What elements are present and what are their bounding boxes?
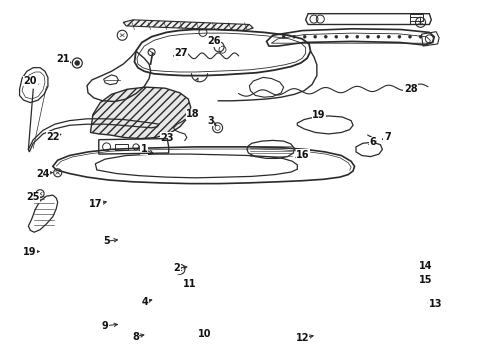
Circle shape <box>418 35 421 38</box>
Text: 14: 14 <box>418 261 431 271</box>
Circle shape <box>313 35 316 38</box>
Circle shape <box>303 35 305 38</box>
Circle shape <box>376 35 379 38</box>
Text: 19: 19 <box>311 110 325 120</box>
Circle shape <box>324 35 326 38</box>
Text: 5: 5 <box>103 236 110 246</box>
Text: 6: 6 <box>368 137 375 147</box>
Circle shape <box>386 35 389 38</box>
Text: 2: 2 <box>173 263 180 273</box>
Text: 23: 23 <box>160 132 174 143</box>
Circle shape <box>75 60 80 66</box>
Text: 11: 11 <box>183 279 196 289</box>
Text: 3: 3 <box>206 116 213 126</box>
Text: 19: 19 <box>22 247 36 257</box>
Circle shape <box>366 35 368 38</box>
Circle shape <box>334 35 337 38</box>
Text: 12: 12 <box>295 333 308 343</box>
Text: 10: 10 <box>197 329 211 339</box>
Text: 1: 1 <box>141 144 147 154</box>
Text: 15: 15 <box>418 275 431 285</box>
Text: 25: 25 <box>26 192 40 202</box>
Text: 28: 28 <box>403 84 417 94</box>
Text: 9: 9 <box>102 321 108 331</box>
Circle shape <box>282 35 285 38</box>
Text: 7: 7 <box>383 132 390 142</box>
Text: 4: 4 <box>142 297 148 307</box>
Text: 27: 27 <box>174 48 187 58</box>
Text: 21: 21 <box>56 54 69 64</box>
Circle shape <box>345 35 347 38</box>
Text: 20: 20 <box>23 76 37 86</box>
Text: 22: 22 <box>46 132 60 142</box>
Polygon shape <box>90 87 190 139</box>
Text: 8: 8 <box>132 332 139 342</box>
Text: 18: 18 <box>186 109 200 120</box>
Text: 24: 24 <box>36 168 50 179</box>
Text: 13: 13 <box>427 299 441 309</box>
Circle shape <box>397 35 400 38</box>
Polygon shape <box>123 20 253 31</box>
Text: 26: 26 <box>207 36 221 46</box>
Text: 17: 17 <box>88 199 102 210</box>
Circle shape <box>407 35 411 38</box>
Text: 16: 16 <box>296 150 309 160</box>
Circle shape <box>292 35 295 38</box>
Circle shape <box>355 35 358 38</box>
